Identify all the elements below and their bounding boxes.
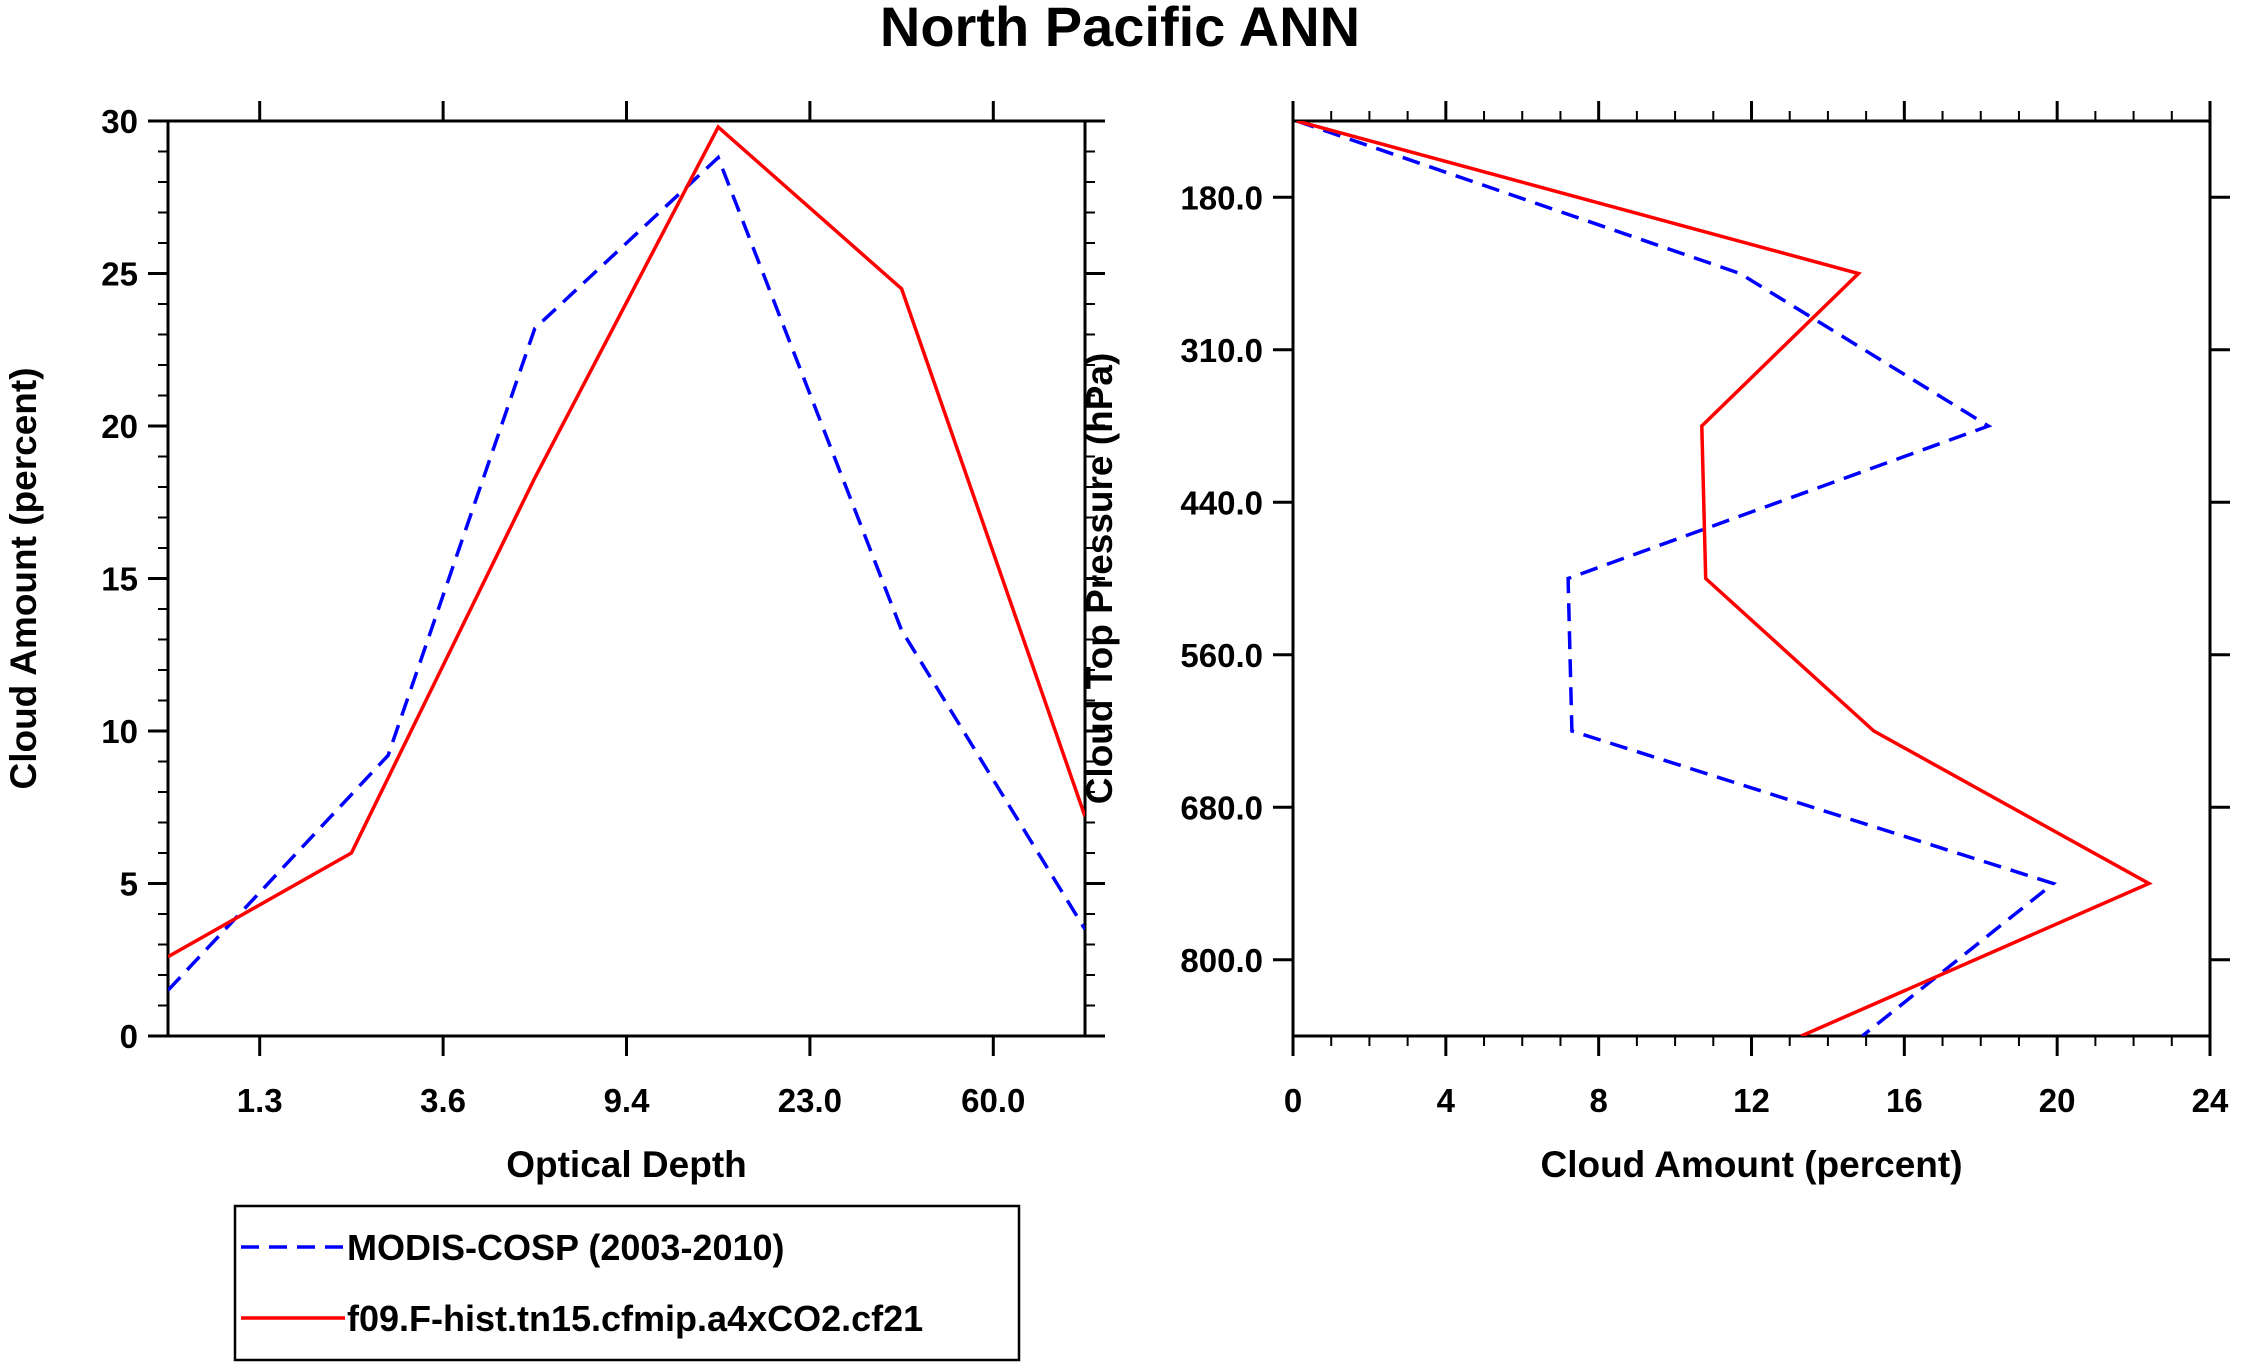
y-axis-label-right: Cloud Top Pressure (hPa) bbox=[1079, 353, 1120, 805]
x-tick-label: 9.4 bbox=[604, 1082, 651, 1119]
y-tick-label: 310.0 bbox=[1180, 332, 1263, 369]
legend-box bbox=[233, 1204, 1021, 1362]
series-line-model-left bbox=[168, 124, 1085, 959]
y-tick-label: 180.0 bbox=[1180, 179, 1263, 216]
y-tick-label: 5 bbox=[120, 866, 138, 903]
legend: MODIS-COSP (2003-2010) f09.F-hist.tn15.c… bbox=[233, 1204, 1021, 1362]
legend-label-model: f09.F-hist.tn15.cfmip.a4xCO2.cf21 bbox=[347, 1298, 923, 1339]
x-axis-label-right: Cloud Amount (percent) bbox=[1540, 1144, 1962, 1185]
y-tick-label: 680.0 bbox=[1180, 789, 1263, 826]
y-tick-label: 10 bbox=[101, 713, 138, 750]
x-tick-label: 12 bbox=[1733, 1082, 1770, 1119]
series-line-modis-right bbox=[1296, 121, 2057, 1036]
x-tick-label: 3.6 bbox=[420, 1082, 466, 1119]
x-tick-label: 16 bbox=[1886, 1082, 1923, 1119]
y-tick-label: 0 bbox=[120, 1018, 138, 1055]
x-tick-label: 60.0 bbox=[961, 1082, 1025, 1119]
cloud-top-pressure-plot: 0 4 8 12 16 20 24 180.0 310.0 440.0 560.0 680.0 800.… bbox=[1079, 101, 2230, 1185]
plot-frame-left bbox=[166, 119, 1087, 1038]
x-axis-label-left: Optical Depth bbox=[506, 1144, 747, 1185]
y-tick-label: 440.0 bbox=[1180, 484, 1263, 521]
series-line-modis-left bbox=[168, 154, 1085, 992]
x-tick-label: 0 bbox=[1284, 1082, 1302, 1119]
y-tick-label: 560.0 bbox=[1180, 637, 1263, 674]
plot-frame-right bbox=[1291, 119, 2212, 1038]
series-line-model-right bbox=[1296, 121, 2153, 1036]
x-tick-label: 20 bbox=[2039, 1082, 2076, 1119]
x-tick-label: 24 bbox=[2192, 1082, 2229, 1119]
y-tick-label: 15 bbox=[101, 561, 138, 598]
y-tick-label: 25 bbox=[101, 256, 138, 293]
y-axis-label-left: Cloud Amount (percent) bbox=[3, 367, 44, 789]
x-tick-label: 8 bbox=[1589, 1082, 1607, 1119]
legend-label-modis: MODIS-COSP (2003-2010) bbox=[347, 1227, 785, 1268]
x-tick-label: 1.3 bbox=[237, 1082, 283, 1119]
figure-title: North Pacific ANN bbox=[880, 0, 1360, 58]
y-tick-label: 800.0 bbox=[1180, 942, 1263, 979]
optical-depth-plot: 0 5 10 15 20 25 30 1.3 3.6 9.4 23.0 60.0 Optical Dep… bbox=[3, 101, 1105, 1185]
y-tick-label: 30 bbox=[101, 103, 138, 140]
x-tick-label: 23.0 bbox=[778, 1082, 842, 1119]
y-tick-label: 20 bbox=[101, 408, 138, 445]
x-tick-label: 4 bbox=[1437, 1082, 1456, 1119]
